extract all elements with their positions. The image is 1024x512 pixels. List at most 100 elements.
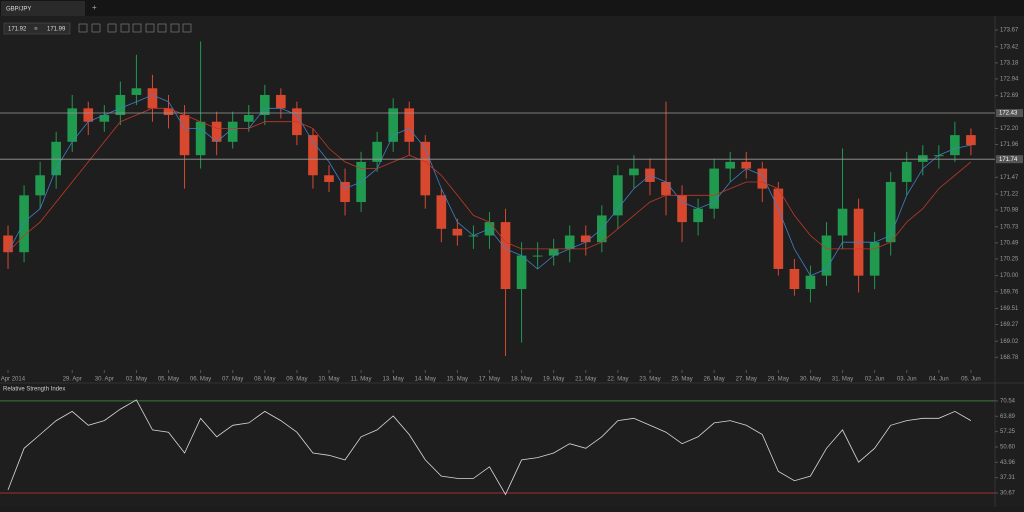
candle-body bbox=[741, 161, 752, 169]
x-tick-label: 31. May bbox=[832, 377, 853, 383]
candle-body bbox=[516, 255, 527, 290]
candle-body bbox=[99, 115, 110, 122]
candle-body bbox=[436, 195, 447, 229]
tab[interactable] bbox=[1, 1, 85, 16]
y-tick-label: 70.54 bbox=[1000, 398, 1016, 404]
y-tick-label: 171.22 bbox=[1000, 192, 1019, 198]
x-tick-label: 14. May bbox=[415, 377, 436, 383]
tool[interactable] bbox=[145, 23, 155, 33]
tool[interactable] bbox=[157, 23, 167, 33]
candle-body bbox=[693, 208, 703, 223]
candle-body bbox=[532, 255, 543, 257]
candle-body bbox=[837, 208, 848, 236]
candle-body bbox=[500, 222, 511, 290]
tool[interactable] bbox=[170, 23, 180, 33]
x-tick-label: 30. May bbox=[800, 377, 821, 383]
candle-body bbox=[3, 235, 13, 253]
ask: 171.99 bbox=[47, 27, 66, 33]
level-tag bbox=[996, 109, 1023, 118]
x-tick-label: 03. Jun bbox=[897, 377, 917, 383]
candle-body bbox=[548, 248, 559, 256]
separator: ≡ bbox=[34, 27, 38, 33]
x-tick-label: 04. Jun bbox=[929, 377, 949, 383]
candle-body bbox=[83, 108, 94, 122]
y-tick-label: 172.69 bbox=[1000, 93, 1019, 99]
zoom-out[interactable] bbox=[91, 23, 101, 33]
y-tick-label: 170.98 bbox=[1000, 208, 1019, 214]
y-tick-label: 173.42 bbox=[1000, 44, 1019, 50]
y-tick-label: 172.94 bbox=[1000, 76, 1019, 82]
candle-body bbox=[901, 161, 912, 182]
candle-body bbox=[661, 181, 671, 196]
y-tick-label: 172.20 bbox=[1000, 126, 1019, 132]
candle-body bbox=[773, 188, 784, 269]
candle-body bbox=[580, 235, 591, 243]
candle-body bbox=[404, 108, 415, 142]
candle-body bbox=[388, 108, 398, 142]
x-tick-label: 22. May bbox=[607, 377, 628, 383]
candle-body bbox=[211, 121, 222, 142]
x-tick-label: 10. May bbox=[318, 377, 339, 383]
x-tick-label: 25. May bbox=[671, 377, 692, 383]
x-tick-label: 11. May bbox=[351, 377, 372, 383]
candle-body bbox=[789, 268, 800, 290]
x-tick-label: 02. May bbox=[126, 377, 147, 383]
x-tick-label: 26. May bbox=[703, 377, 724, 383]
x-tick-label: 28. Apr 2014 bbox=[0, 377, 26, 383]
y-tick-label: 43.96 bbox=[1000, 460, 1016, 466]
candle-body bbox=[308, 135, 318, 176]
y-tick-label: 173.18 bbox=[1000, 60, 1019, 66]
tool[interactable] bbox=[132, 23, 142, 33]
candle-body bbox=[340, 181, 350, 203]
tool[interactable] bbox=[107, 23, 117, 33]
x-tick-label: 30. Apr bbox=[95, 377, 114, 383]
y-tick-label: 173.67 bbox=[1000, 28, 1019, 34]
tool[interactable] bbox=[120, 23, 130, 33]
x-tick-label: 29. Apr bbox=[63, 377, 82, 383]
zoom-in[interactable] bbox=[78, 23, 88, 33]
x-tick-label: 08. May bbox=[254, 377, 275, 383]
toolbar bbox=[78, 23, 192, 33]
new-tab-button[interactable]: + bbox=[92, 3, 97, 12]
candle-body bbox=[564, 235, 575, 249]
candle-body bbox=[51, 141, 61, 176]
tab-bar bbox=[0, 0, 1024, 16]
level-label: 171.74 bbox=[999, 157, 1018, 163]
x-tick-label: 07. May bbox=[222, 377, 243, 383]
candle-body bbox=[677, 195, 687, 223]
candle-body bbox=[757, 168, 768, 189]
candle-body bbox=[243, 115, 254, 122]
candle-body bbox=[420, 141, 431, 196]
candle-body bbox=[821, 235, 832, 276]
x-tick-label: 23. May bbox=[639, 377, 660, 383]
y-tick-label: 57.25 bbox=[1000, 429, 1016, 435]
candle-body bbox=[276, 94, 286, 109]
candle-body bbox=[869, 242, 880, 276]
y-tick-label: 169.76 bbox=[1000, 289, 1019, 295]
candle-body bbox=[227, 121, 238, 142]
candle-body bbox=[452, 228, 463, 236]
x-tick-label: 05. May bbox=[158, 377, 179, 383]
x-tick-label: 21. May bbox=[575, 377, 596, 383]
y-tick-label: 169.02 bbox=[1000, 339, 1019, 345]
candle-body bbox=[725, 161, 736, 169]
y-tick-label: 171.47 bbox=[1000, 175, 1019, 181]
candle-body bbox=[163, 108, 174, 116]
candle-body bbox=[372, 141, 382, 162]
y-tick-label: 37.31 bbox=[1000, 475, 1016, 481]
tab-label: GBP/JPY bbox=[6, 7, 31, 13]
moving-average bbox=[7, 94, 971, 277]
candle-body bbox=[115, 94, 126, 116]
candle-body bbox=[629, 168, 639, 176]
candle-body bbox=[67, 108, 78, 142]
y-tick-label: 170.25 bbox=[1000, 256, 1019, 262]
rsi-line bbox=[7, 399, 972, 496]
x-tick-label: 18. May bbox=[511, 377, 532, 383]
y-tick-label: 30.67 bbox=[1000, 491, 1016, 497]
candle-body bbox=[468, 235, 479, 237]
y-tick-label: 169.27 bbox=[1000, 322, 1019, 328]
candle-body bbox=[966, 135, 976, 146]
candle-body bbox=[195, 121, 206, 156]
tool[interactable] bbox=[182, 23, 192, 33]
